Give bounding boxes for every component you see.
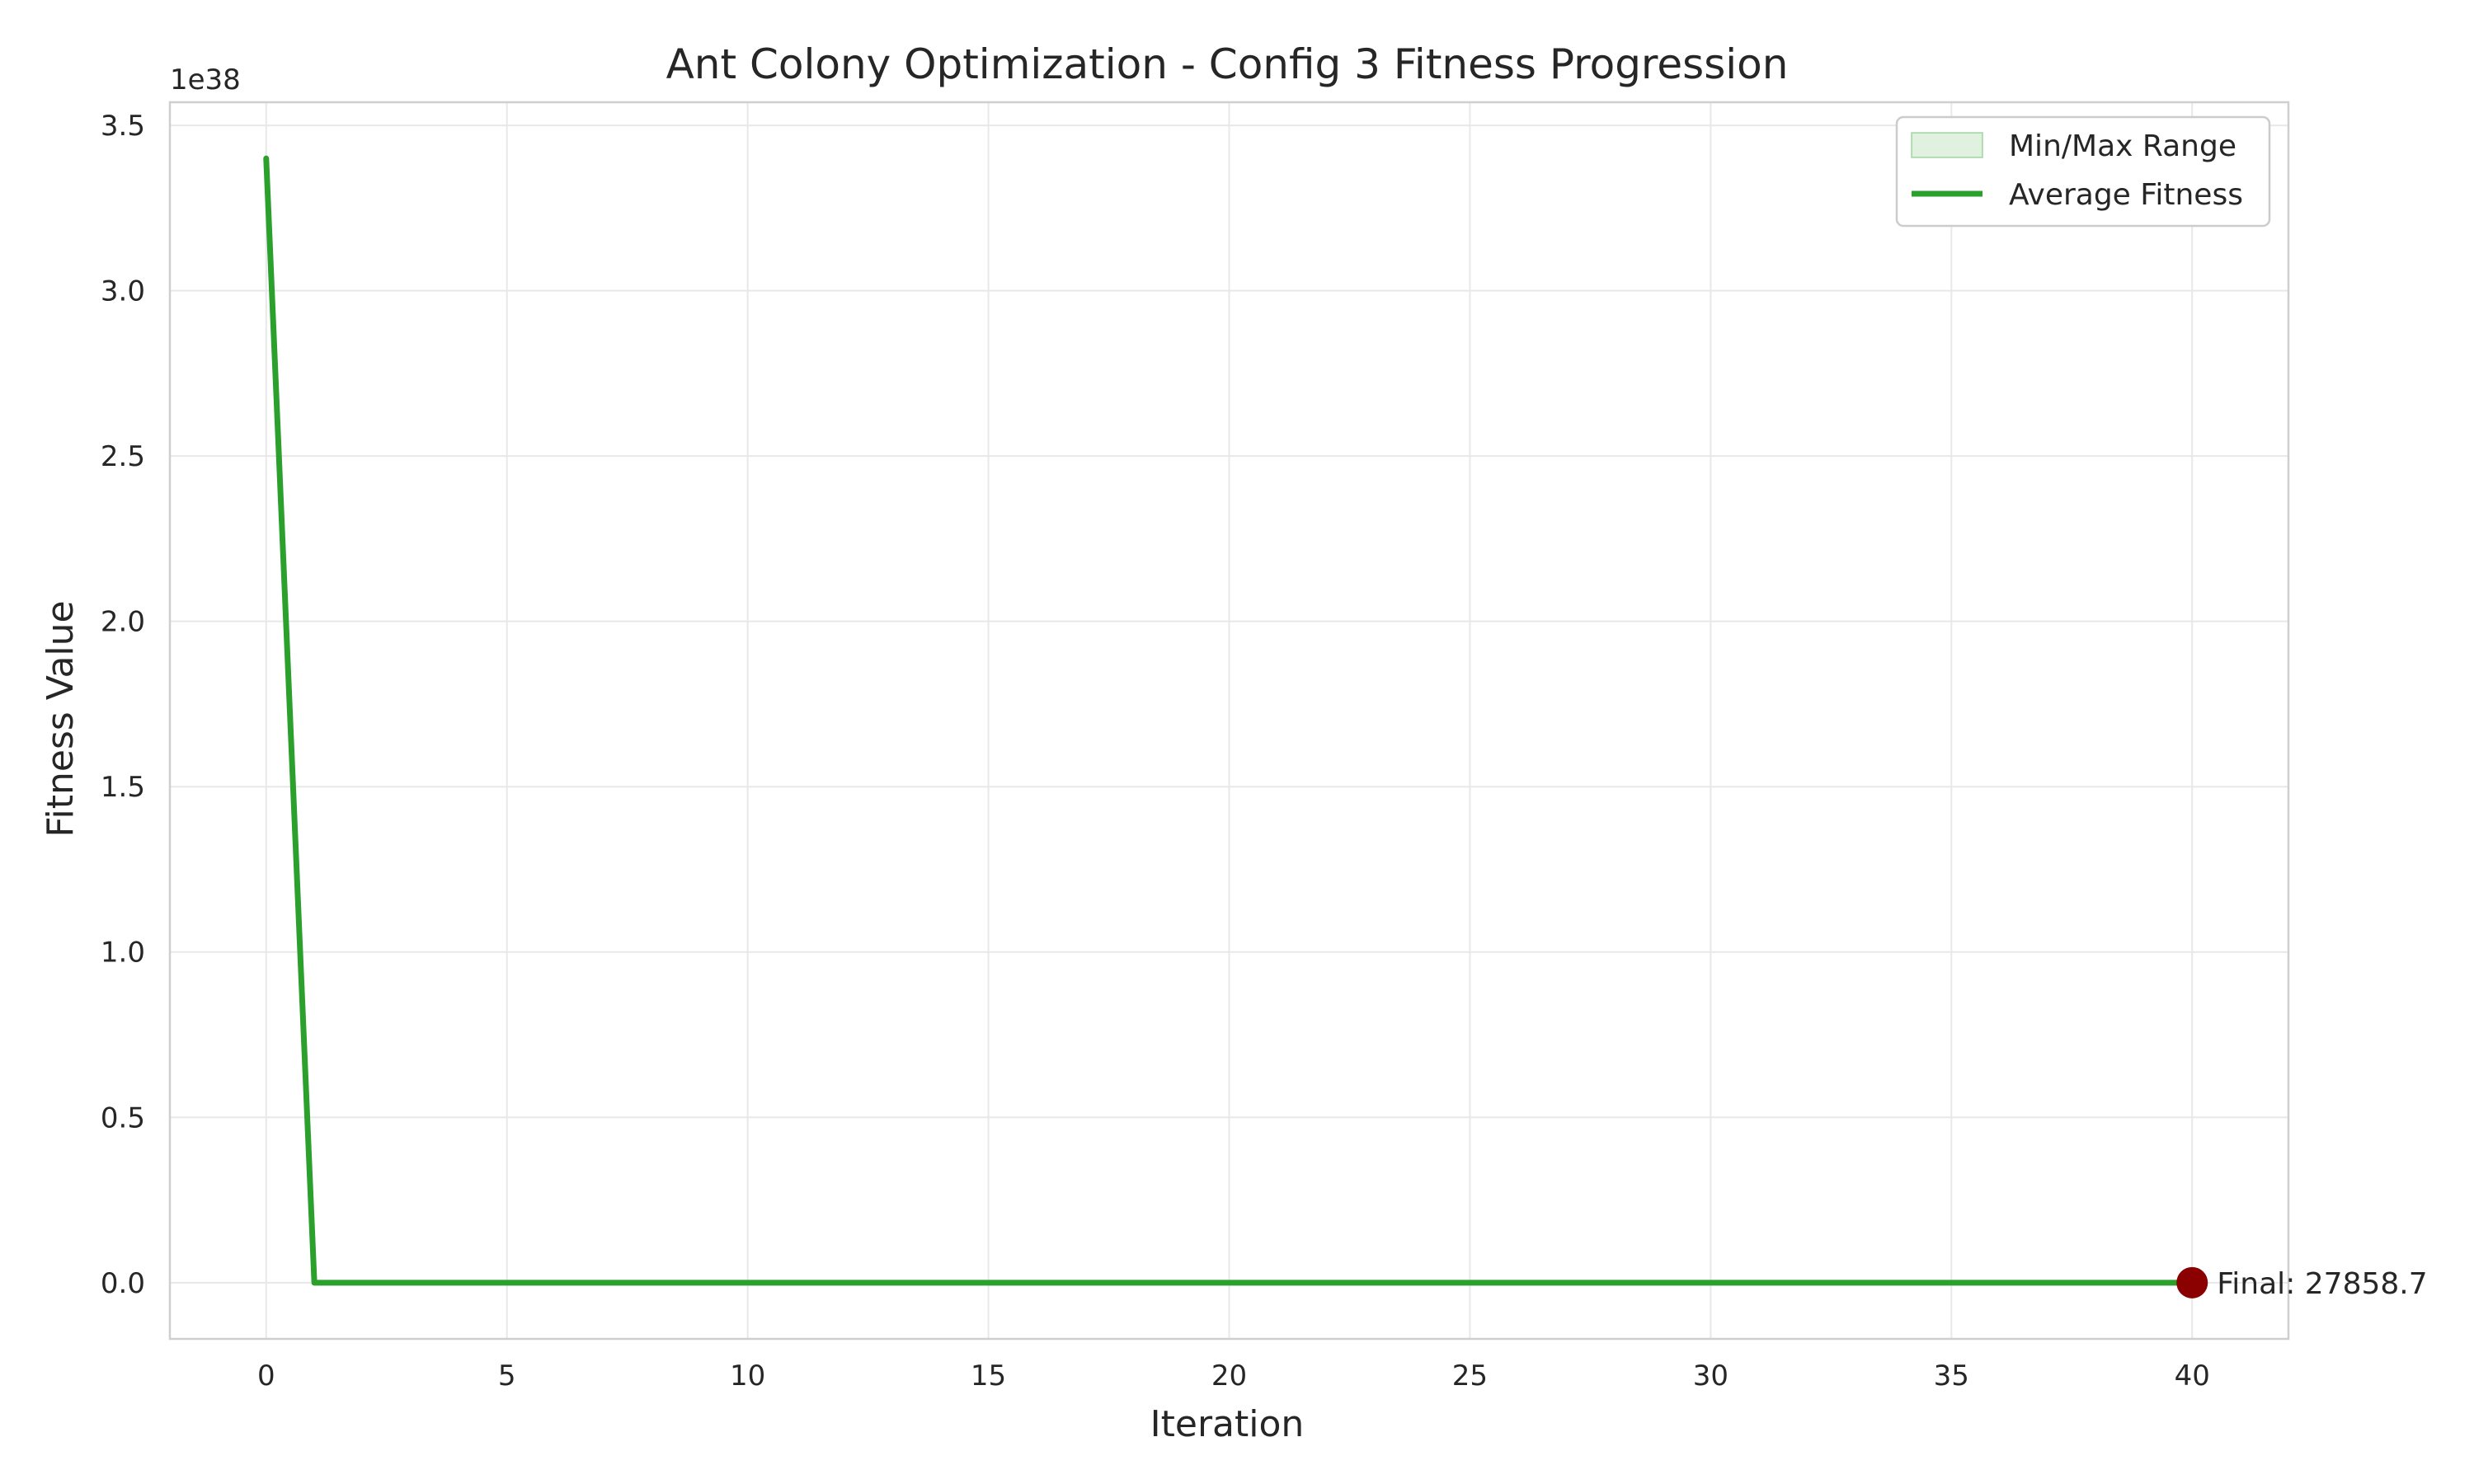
series-line-average-fitness xyxy=(263,155,2195,1286)
x-tick-label: 15 xyxy=(971,1360,1006,1392)
legend-swatch-min-max-range xyxy=(1911,132,1983,158)
y-tick-label: 1.5 xyxy=(101,771,145,804)
y-axis-label: Fitness Value xyxy=(40,600,82,837)
y-tick-label: 3.5 xyxy=(101,110,145,143)
series-layer: Final: 27858.7 xyxy=(263,155,2428,1301)
y-axis-offset-label: 1e38 xyxy=(170,63,241,96)
final-point-marker xyxy=(2176,1266,2208,1298)
x-axis-label: Iteration xyxy=(1150,1403,1305,1445)
legend-label-min-max-range: Min/Max Range xyxy=(2009,129,2236,163)
x-tick-label: 35 xyxy=(1934,1360,1969,1392)
final-value-annotation: Final: 27858.7 xyxy=(2217,1267,2427,1301)
y-tick-label: 2.5 xyxy=(101,440,145,473)
plot-frame xyxy=(168,101,2290,1341)
y-tick-label: 1.0 xyxy=(101,937,145,970)
x-tick-label: 10 xyxy=(730,1360,765,1392)
x-tick-label: 20 xyxy=(1211,1360,1247,1392)
tick-labels: 0 5 10 15 20 25 30 35 40 0.0 0.5 1.0 1.5 2.0 2.5 3.0 3.5 xyxy=(101,110,2210,1392)
x-tick-label: 5 xyxy=(498,1360,516,1392)
y-tick-label: 2.0 xyxy=(101,606,145,639)
x-tick-label: 25 xyxy=(1452,1360,1488,1392)
x-tick-label: 0 xyxy=(257,1360,275,1392)
legend-label-average-fitness: Average Fitness xyxy=(2009,178,2243,212)
y-tick-label: 0.0 xyxy=(101,1267,145,1300)
legend: Min/Max Range Average Fitness xyxy=(1895,115,2271,228)
x-tick-label: 40 xyxy=(2175,1360,2210,1392)
legend-box xyxy=(1895,115,2271,228)
y-tick-label: 0.5 xyxy=(101,1101,145,1134)
chart-title: Ant Colony Optimization - Config 3 Fitne… xyxy=(666,40,1789,88)
x-tick-label: 30 xyxy=(1693,1360,1729,1392)
y-tick-label: 3.0 xyxy=(101,275,145,308)
